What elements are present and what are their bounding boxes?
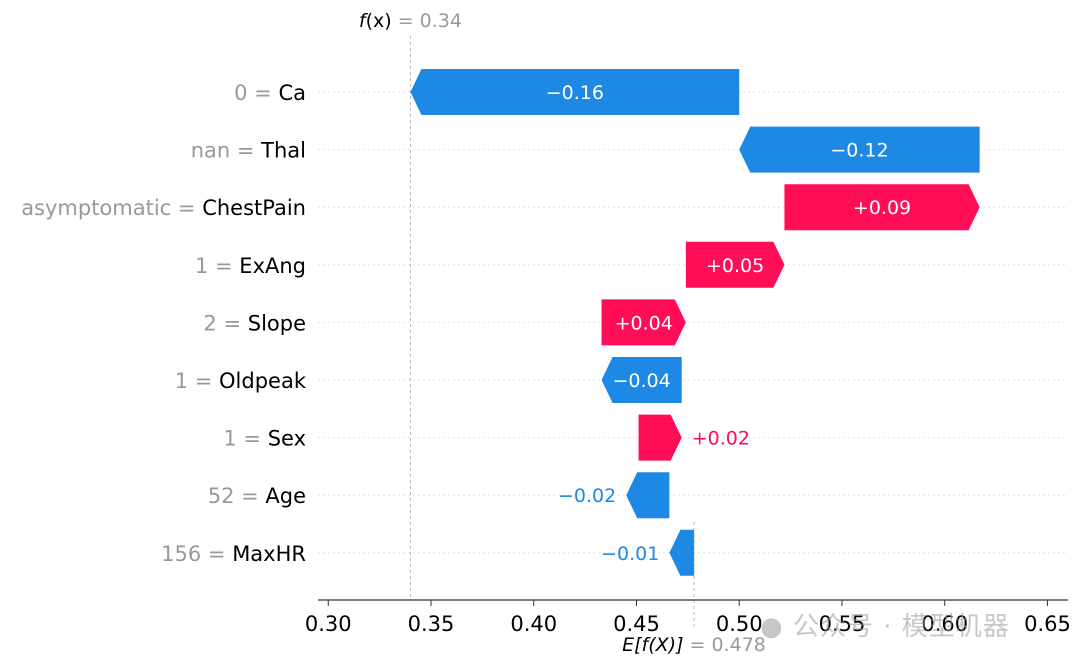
x-tick-label: 0.65 xyxy=(1024,612,1071,636)
bar-label-ca: −0.16 xyxy=(546,82,604,104)
x-tick-label: 0.55 xyxy=(819,612,866,636)
feature-value: 1 = xyxy=(223,427,267,451)
fx-label-name: f xyxy=(359,10,369,32)
feature-label-maxhr: 156 = MaxHR xyxy=(161,542,306,566)
feature-name: ExAng xyxy=(239,254,306,278)
bar-label-exang: +0.05 xyxy=(706,255,764,277)
bar-chestpain xyxy=(784,184,980,231)
bar-age xyxy=(626,472,670,519)
expected-value-label: E[f(X)] = 0.478 xyxy=(622,634,766,656)
bar-oldpeak xyxy=(601,357,682,403)
watermark-text: 公众号 · 模型机器 xyxy=(792,612,1010,642)
feature-label-thal: nan = Thal xyxy=(191,139,306,163)
bar-label-maxhr: −0.01 xyxy=(601,543,659,565)
feature-label-oldpeak: 1 = Oldpeak xyxy=(175,369,307,393)
feature-value: 1 = xyxy=(175,369,219,393)
feature-label-ca: 0 = Ca xyxy=(234,81,306,105)
feature-name: Slope xyxy=(248,311,306,335)
feature-name: Ca xyxy=(278,81,306,105)
feature-label-sex: 1 = Sex xyxy=(223,427,306,451)
x-tick-label: 0.45 xyxy=(613,612,660,636)
feature-value: asymptomatic = xyxy=(21,196,202,220)
x-tick-label: 0.35 xyxy=(408,612,455,636)
feature-label-chestpain: asymptomatic = ChestPain xyxy=(21,196,306,220)
bar-label-chestpain: +0.09 xyxy=(853,197,911,219)
bar-label-oldpeak: −0.04 xyxy=(613,370,671,392)
feature-value: 0 = xyxy=(234,81,278,105)
fx-label-paren: (x) xyxy=(366,10,392,32)
x-tick-label: 0.50 xyxy=(716,612,763,636)
x-tick-label: 0.30 xyxy=(305,612,352,636)
fx-label: f(x) = 0.34 xyxy=(359,10,462,32)
bar-label-age: −0.02 xyxy=(558,485,616,507)
feature-label-exang: 1 = ExAng xyxy=(195,254,306,278)
bar-maxhr xyxy=(669,529,695,576)
feature-value: nan = xyxy=(191,139,261,163)
feature-value: 52 = xyxy=(208,484,266,508)
fx-value: = 0.34 xyxy=(392,10,462,32)
x-tick-label: 0.60 xyxy=(921,612,968,636)
feature-value: 2 = xyxy=(203,311,247,335)
bar-label-thal: −0.12 xyxy=(830,140,888,162)
bar-label-slope: +0.04 xyxy=(615,312,673,334)
feature-value: 1 = xyxy=(195,254,239,278)
x-tick-label: 0.40 xyxy=(510,612,557,636)
bar-thal xyxy=(739,126,980,173)
feature-name: Age xyxy=(265,484,306,508)
bar-sex xyxy=(638,414,682,461)
bar-exang xyxy=(685,241,785,288)
feature-name: Sex xyxy=(268,427,306,451)
feature-name: Oldpeak xyxy=(219,369,307,393)
feature-label-slope: 2 = Slope xyxy=(203,311,306,335)
watermark: ● 公众号 · 模型机器 xyxy=(760,606,1010,643)
wechat-icon: ● xyxy=(760,612,784,642)
feature-name: ChestPain xyxy=(202,196,306,220)
expected-value-name: E[f(X)] xyxy=(622,634,683,656)
bar-label-sex: +0.02 xyxy=(692,428,750,450)
feature-value: 156 = xyxy=(161,542,232,566)
feature-name: MaxHR xyxy=(232,542,306,566)
bar-ca xyxy=(410,69,740,115)
expected-value-number: = 0.478 xyxy=(684,634,766,656)
feature-label-age: 52 = Age xyxy=(208,484,306,508)
feature-name: Thal xyxy=(260,139,306,163)
bar-slope xyxy=(601,299,686,346)
